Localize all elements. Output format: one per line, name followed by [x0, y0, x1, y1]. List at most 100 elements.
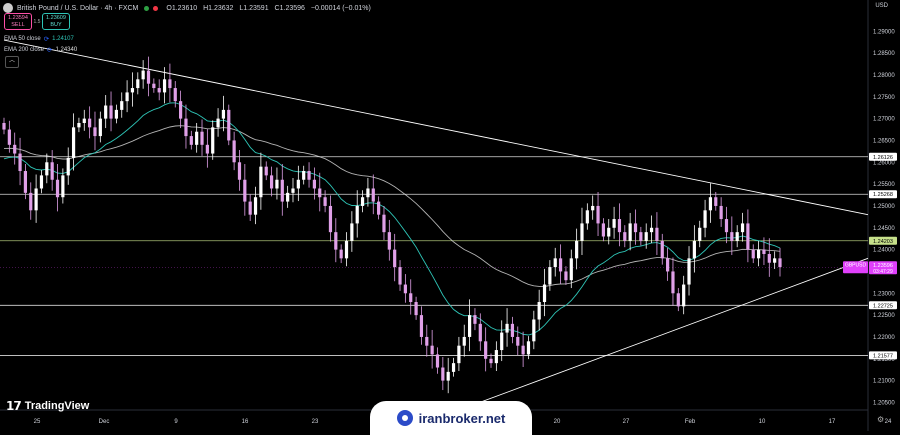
candle-body [703, 210, 707, 228]
candle-body [29, 192, 33, 211]
candle-body [687, 258, 691, 285]
candle-body [350, 223, 354, 241]
x-tick-label: 25 [34, 419, 41, 425]
ema200-settings-icon[interactable]: ⟳ [47, 47, 53, 54]
watermark-logo-icon [396, 410, 413, 426]
candle-body [655, 227, 659, 241]
candle-body [542, 284, 547, 303]
candle-body [468, 315, 472, 337]
y-tick-label: 1.24500 [873, 226, 895, 232]
trendline [438, 257, 869, 419]
symbol-title[interactable]: British Pound / U.S. Dollar · 4h · FXCM [17, 4, 139, 12]
candle-body [425, 336, 429, 346]
candle-body [735, 232, 739, 241]
y-tick-label: 1.20500 [873, 400, 895, 406]
candle-body [526, 341, 531, 355]
x-tick-label: 9 [174, 419, 178, 425]
level-price-label: 1.26126 [873, 155, 893, 161]
candle-body [398, 267, 402, 285]
candle-body [585, 210, 589, 224]
candle-body [510, 323, 515, 337]
candle-body [767, 253, 771, 263]
candle-body [414, 302, 418, 316]
candle-body [184, 118, 188, 137]
candle-body [714, 197, 718, 206]
candle-body [146, 70, 151, 84]
candle-body [243, 179, 247, 202]
candle-body [773, 258, 777, 263]
ohlc-readout: O1.23610 H1.23632 L1.23591 C1.23596 −0.0… [166, 5, 374, 12]
chart-settings-icon[interactable]: ⚙ [877, 415, 885, 424]
candle-body [157, 88, 161, 93]
buy-button[interactable]: 1.23609 BUY [42, 13, 70, 30]
ema50-settings-icon[interactable]: ⟳ [43, 36, 50, 43]
candle-body [671, 271, 675, 294]
candle-body [334, 232, 338, 250]
candle-body [393, 249, 397, 268]
indicator-ema200[interactable]: EMA 200 close ⟳ 1.24340 [4, 46, 77, 54]
symbol-tag-label: GBPUSD [845, 262, 867, 268]
candle-body [730, 232, 734, 241]
candle-body [591, 205, 595, 211]
indicator-ema50[interactable]: EMA 50 close ⟳ 1.24107 [4, 35, 74, 43]
x-tick-label: 20 [554, 419, 561, 425]
ohlc-low: L1.23591 [239, 4, 269, 12]
candle-body [532, 319, 536, 342]
candle-body [130, 88, 135, 93]
candle-body [612, 219, 616, 228]
candle-body [13, 144, 17, 154]
candle-body [558, 258, 563, 272]
candle-body [371, 188, 375, 202]
candle-body [537, 302, 541, 320]
sell-button[interactable]: 1.23594 SELL [4, 13, 32, 30]
candle-body [344, 240, 349, 259]
candle-body [216, 118, 220, 128]
candle-body [318, 188, 322, 198]
level-price-box [869, 190, 897, 199]
candle-body [61, 175, 65, 198]
tradingview-logo: 𝟭𝟳 TradingView [6, 399, 89, 413]
candle-body [360, 197, 365, 206]
symbol-tag [843, 261, 868, 274]
sell-price: 1.23594 [8, 15, 28, 21]
candle-body [628, 223, 632, 241]
trendline [3, 39, 869, 216]
candle-body [623, 232, 627, 241]
y-tick-label: 1.27500 [873, 95, 895, 101]
candle-body [2, 122, 6, 130]
collapse-indicators-button[interactable]: ︿ [5, 56, 19, 68]
candle-body [457, 345, 461, 364]
candle-body [66, 157, 70, 176]
y-tick-label: 1.21500 [873, 357, 895, 363]
y-tick-label: 1.22500 [873, 313, 895, 319]
candle-body [45, 162, 49, 176]
candle-body [505, 323, 509, 333]
candle-body [676, 293, 680, 307]
candle-body [291, 188, 295, 193]
last-price-label: 1.23596 [873, 263, 893, 269]
ohlc-high: H1.23632 [203, 4, 234, 12]
market-status-icon [144, 5, 150, 11]
candle-body [232, 140, 236, 163]
y-tick-label: 1.26000 [873, 160, 895, 166]
candle-body [666, 258, 670, 272]
last-price-box [869, 261, 897, 275]
candle-body [114, 109, 118, 119]
currency-label[interactable]: USD [875, 3, 888, 9]
candle-body [253, 197, 258, 215]
candle-body [484, 341, 488, 359]
y-tick-label: 1.28000 [873, 73, 895, 79]
candle-body [205, 144, 209, 154]
candle-body [435, 354, 440, 368]
candle-body [516, 336, 520, 346]
candle-body [280, 179, 284, 202]
candle-body [366, 188, 370, 198]
spread-value: 1.5 [33, 18, 41, 25]
x-tick-label: 27 [623, 419, 630, 425]
level-price-box [869, 236, 897, 245]
candle-body [275, 179, 279, 189]
candle-body [259, 166, 263, 198]
level-price-box [869, 351, 897, 360]
candle-body [71, 127, 76, 158]
